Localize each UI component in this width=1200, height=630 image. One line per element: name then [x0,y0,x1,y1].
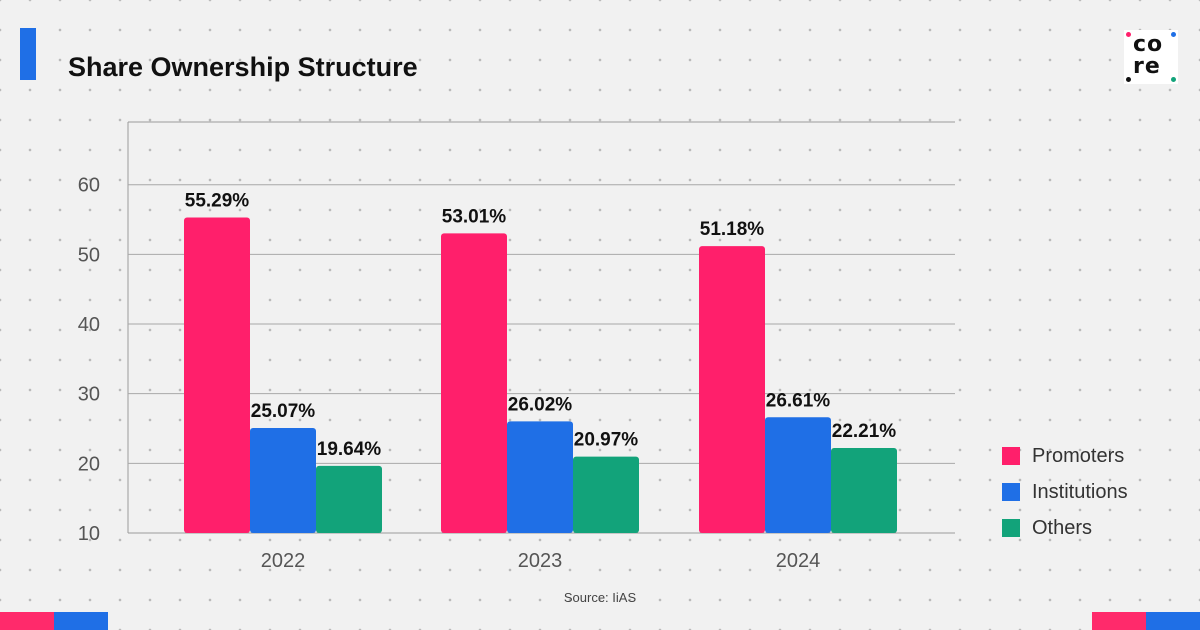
source-note: Source: IiAS [563,590,637,605]
y-tick-label: 60 [78,175,100,197]
data-label: 55.29% [185,191,250,212]
bar-institutions-2022 [250,428,316,533]
chart-title: Share Ownership Structure [68,52,418,82]
data-label: 51.18% [700,219,765,240]
bar-others-2022 [316,465,382,533]
y-tick-label: 30 [78,384,100,406]
bar-others-2024 [831,447,897,533]
logo-dot-blue [1171,32,1176,37]
chart-legend: Promoters Institutions Others [1002,438,1128,546]
core-logo: co re [1124,30,1178,84]
legend-swatch [1002,519,1020,537]
data-label: 20.97% [574,430,639,451]
legend-item-institutions: Institutions [1002,474,1128,510]
corner-strip-right-pink [1092,612,1146,630]
legend-item-others: Others [1002,510,1128,546]
legend-swatch [1002,483,1020,501]
legend-label: Promoters [1032,444,1125,467]
legend-label: Others [1032,516,1093,539]
logo-text-bottom: re [1133,54,1161,79]
y-tick-label: 10 [78,523,100,545]
corner-strip-left-blue [54,612,108,630]
bar-institutions-2023 [507,421,573,533]
bar-institutions-2024 [765,417,831,533]
data-label: 53.01% [442,206,507,227]
y-tick-label: 50 [78,244,100,266]
corner-strip-left-pink [0,612,54,630]
legend-swatch [1002,447,1020,465]
title-accent-bar [20,28,36,80]
x-tick-label: 2022 [261,550,306,572]
bar-promoters-2022 [184,217,250,533]
x-tick-label: 2023 [518,550,563,572]
legend-item-promoters: Promoters [1002,438,1128,474]
logo-text-top: co [1133,32,1164,57]
bar-promoters-2023 [441,233,507,533]
data-label: 25.07% [251,401,316,422]
logo-dot-pink [1126,32,1131,37]
x-tick-label: 2024 [776,550,821,572]
data-label: 26.61% [766,390,831,411]
legend-label: Institutions [1032,480,1128,503]
corner-strip-right-blue [1146,612,1200,630]
bar-others-2023 [573,456,639,533]
data-label: 22.21% [832,421,897,442]
bar-promoters-2024 [699,246,765,533]
y-tick-label: 40 [78,314,100,336]
data-label: 26.02% [508,394,573,415]
data-label: 19.64% [317,439,382,460]
logo-dot-black [1126,77,1131,82]
logo-dot-green [1171,77,1176,82]
y-tick-label: 20 [78,453,100,475]
